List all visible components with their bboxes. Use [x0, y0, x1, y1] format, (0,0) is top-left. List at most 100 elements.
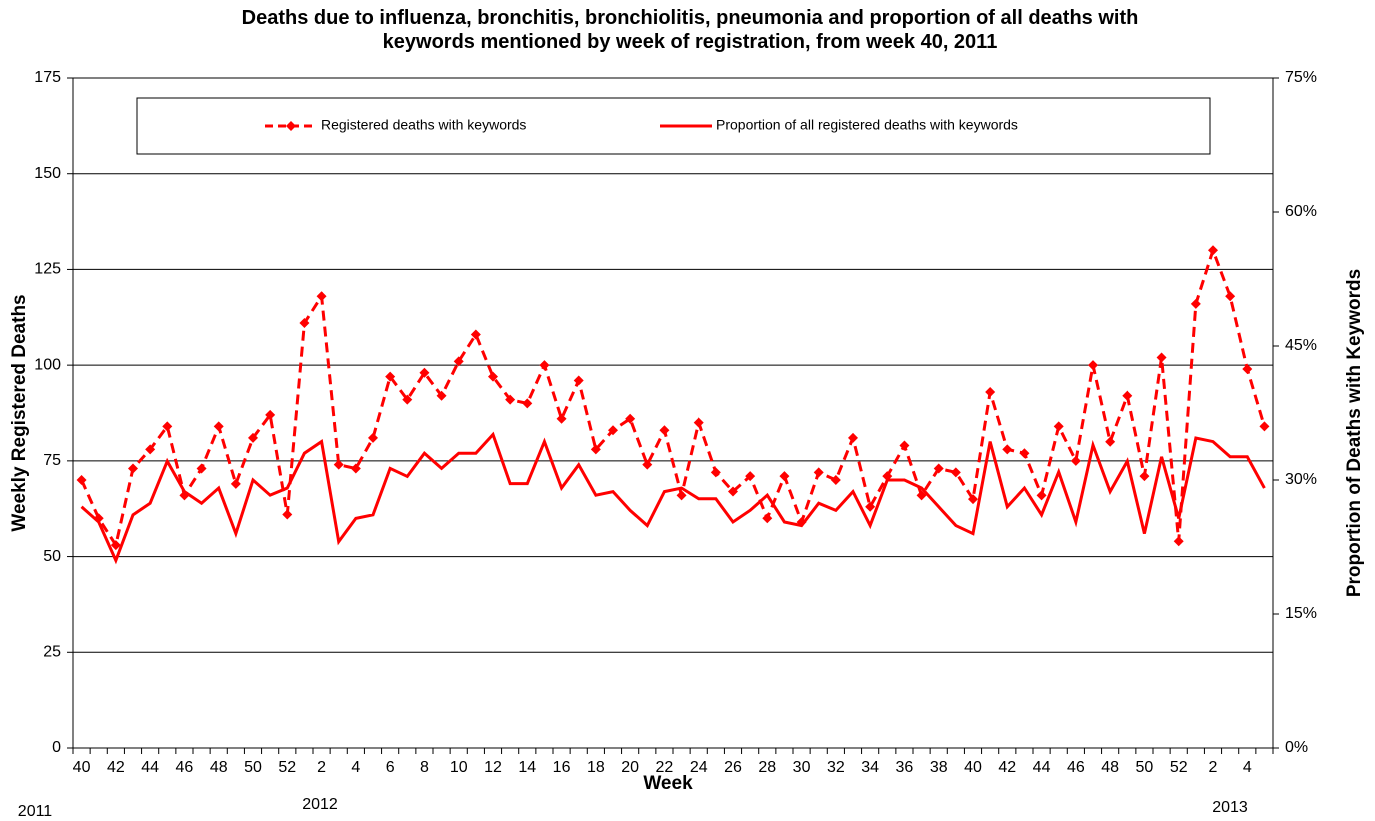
data-point — [865, 501, 876, 512]
x-tick-label: 16 — [553, 759, 571, 776]
data-point — [693, 417, 704, 428]
y-tick-label: 50 — [43, 548, 61, 565]
x-tick-label: 46 — [176, 759, 194, 776]
data-point — [419, 367, 430, 378]
data-point — [1139, 471, 1150, 482]
data-point — [968, 494, 978, 505]
year-label: 2011 — [18, 803, 53, 820]
y-tick-label: 75 — [43, 452, 61, 469]
data-point — [488, 371, 498, 382]
y-tick-label: 0 — [52, 739, 61, 756]
x-tick-label: 50 — [1136, 759, 1154, 776]
data-point — [128, 463, 138, 474]
y2-tick-label: 15% — [1285, 605, 1317, 622]
data-point — [299, 318, 310, 329]
y-tick-label: 150 — [34, 165, 61, 182]
data-point — [1053, 421, 1064, 432]
y2-tick-label: 0% — [1285, 739, 1308, 756]
data-point — [162, 421, 173, 432]
x-tick-label: 4 — [1243, 759, 1252, 776]
data-point — [1036, 490, 1047, 501]
data-point — [710, 467, 721, 478]
x-tick-label: 38 — [930, 759, 948, 776]
data-point — [950, 467, 961, 478]
data-point — [505, 394, 516, 405]
x-tick-label: 36 — [896, 759, 914, 776]
y-axis-title: Weekly Registered Deaths — [9, 294, 30, 531]
x-tick-label: 52 — [278, 759, 296, 776]
data-point — [1002, 444, 1013, 455]
data-point — [1105, 436, 1116, 447]
data-point — [368, 432, 378, 443]
data-point — [385, 371, 396, 382]
data-point — [625, 413, 636, 424]
x-tick-label: 6 — [386, 759, 395, 776]
data-point — [1088, 360, 1098, 371]
x-tick-label: 52 — [1170, 759, 1188, 776]
data-point — [282, 509, 293, 520]
x-tick-label: 10 — [450, 759, 468, 776]
data-point — [676, 490, 687, 501]
data-point — [985, 386, 996, 397]
y-tick-label: 25 — [43, 644, 61, 661]
data-point — [933, 463, 944, 474]
data-point — [539, 360, 550, 371]
year-label: 2013 — [1212, 799, 1248, 816]
data-point — [436, 390, 447, 401]
x-tick-label: 18 — [587, 759, 605, 776]
data-point — [230, 478, 241, 489]
data-point — [522, 398, 533, 409]
data-point — [642, 459, 653, 470]
x-tick-label: 2 — [317, 759, 326, 776]
x-tick-label: 44 — [1033, 759, 1051, 776]
data-point — [213, 421, 224, 432]
y-tick-label: 125 — [34, 261, 61, 278]
y2-axis-title: Proportion of Deaths with Keywords — [1344, 269, 1365, 597]
legend-label: Proportion of all registered deaths with… — [716, 117, 1018, 133]
data-point — [830, 475, 841, 485]
x-tick-label: 8 — [420, 759, 429, 776]
data-point — [333, 459, 344, 470]
x-tick-label: 44 — [141, 759, 159, 776]
x-tick-label: 48 — [210, 759, 228, 776]
x-tick-label: 42 — [998, 759, 1016, 776]
data-point — [350, 463, 361, 474]
chart-title: Deaths due to influenza, bronchitis, bro… — [241, 7, 1139, 53]
x-tick-label: 28 — [758, 759, 776, 776]
data-point — [1190, 298, 1201, 309]
data-point — [316, 291, 327, 302]
x-tick-label: 40 — [964, 759, 982, 776]
data-point — [145, 444, 156, 455]
data-point — [110, 540, 121, 551]
year-label: 2012 — [302, 796, 338, 813]
x-tick-label: 26 — [724, 759, 742, 776]
y-tick-label: 175 — [34, 69, 61, 86]
legend-marker — [286, 121, 296, 131]
x-tick-label: 42 — [107, 759, 125, 776]
legend-label: Registered deaths with keywords — [321, 117, 526, 133]
data-point — [762, 513, 773, 524]
data-point — [590, 444, 601, 455]
x-tick-label: 22 — [656, 759, 674, 776]
x-tick-label: 48 — [1101, 759, 1119, 776]
y2-tick-label: 45% — [1285, 337, 1317, 354]
x-tick-label: 12 — [484, 759, 502, 776]
x-tick-label: 46 — [1067, 759, 1085, 776]
series-line — [80, 245, 1266, 549]
data-point — [813, 467, 824, 478]
data-point — [1225, 291, 1236, 302]
data-point — [1019, 448, 1030, 459]
x-axis-title: Week — [643, 773, 693, 794]
data-point — [265, 409, 276, 420]
y2-tick-label: 60% — [1285, 203, 1317, 220]
y-tick-label: 100 — [34, 356, 61, 373]
y2-tick-label: 30% — [1285, 471, 1317, 488]
data-point — [659, 425, 670, 436]
data-point — [1122, 390, 1133, 401]
data-point — [745, 471, 756, 482]
data-point — [1070, 455, 1081, 466]
data-point — [779, 471, 790, 482]
data-point — [573, 375, 584, 386]
